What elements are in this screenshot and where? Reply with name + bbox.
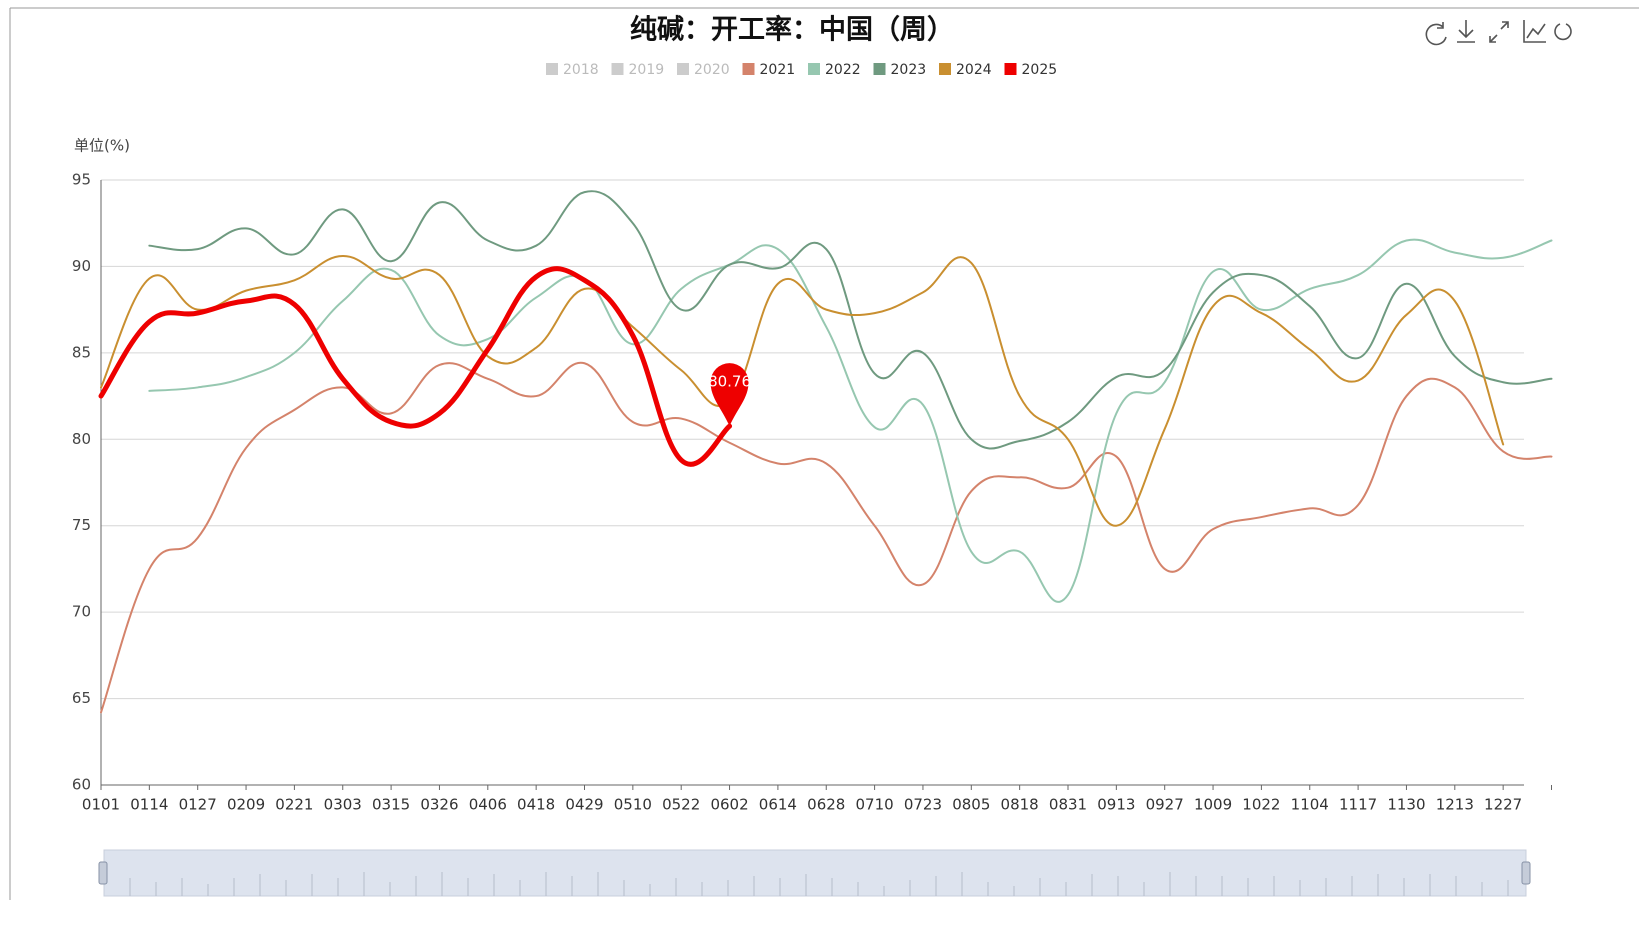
- y-axis-label: 单位(%): [74, 137, 130, 155]
- legend-swatch: [1004, 63, 1017, 75]
- series-line: [100, 361, 1553, 714]
- legend-label: 2023: [891, 62, 927, 78]
- x-tick-label: 0303: [324, 796, 362, 814]
- legend-swatch: [611, 63, 624, 75]
- zoom-track[interactable]: [103, 849, 1527, 897]
- legend-item[interactable]: 2024: [939, 62, 992, 78]
- legend-swatch: [742, 63, 755, 75]
- legend-swatch: [939, 63, 951, 75]
- x-tick-label: 1022: [1242, 796, 1280, 814]
- series-line: [148, 190, 1553, 450]
- legend-item[interactable]: 2025: [1004, 62, 1058, 78]
- x-tick-label: 0127: [179, 796, 217, 814]
- legend-label: 2018: [563, 62, 599, 78]
- refresh-icon[interactable]: [1425, 22, 1447, 46]
- y-tick-label: 60: [72, 776, 91, 794]
- x-tick-label: 0315: [372, 796, 410, 814]
- x-tick-label: 0209: [227, 796, 265, 814]
- legend-label: 2020: [694, 62, 730, 78]
- mark-pin: [710, 363, 749, 427]
- x-tick-label: 1227: [1484, 796, 1522, 814]
- legend-item[interactable]: 2021: [742, 62, 796, 78]
- series-line: [100, 255, 1505, 527]
- legend-item[interactable]: 2023: [873, 62, 927, 78]
- x-tick-label: 1130: [1387, 796, 1425, 814]
- line-icon[interactable]: [1523, 20, 1546, 43]
- y-tick-label: 85: [72, 343, 91, 361]
- x-tick-label: 0628: [807, 796, 845, 814]
- legend-label: 2022: [825, 62, 861, 78]
- x-tick-label: 1104: [1291, 796, 1329, 814]
- legend-swatch: [677, 63, 689, 75]
- x-tick-label: 0818: [1001, 796, 1039, 814]
- y-tick-label: 70: [72, 603, 91, 621]
- x-tick-label: 0510: [614, 796, 652, 814]
- legend-label: 2019: [629, 62, 665, 78]
- x-tick-label: 0221: [275, 796, 313, 814]
- legend-item[interactable]: 2019: [611, 62, 665, 78]
- download-icon[interactable]: [1457, 20, 1475, 43]
- x-tick-label: 1213: [1436, 796, 1474, 814]
- zoom-preview: [129, 872, 1509, 896]
- legend-item[interactable]: 2020: [677, 62, 730, 78]
- y-tick-label: 80: [72, 430, 91, 448]
- x-tick-label: 0429: [565, 796, 603, 814]
- y-tick-label: 75: [72, 516, 91, 534]
- legend-label: 2025: [1022, 62, 1058, 78]
- legend-item[interactable]: 2018: [546, 62, 599, 78]
- toolbox[interactable]: [1425, 20, 1572, 46]
- legend-swatch: [873, 63, 886, 75]
- x-tick-label: 0418: [517, 796, 555, 814]
- zoom-handle[interactable]: [98, 861, 108, 885]
- series-line: [148, 238, 1553, 603]
- x-tick-label: 0406: [469, 796, 507, 814]
- y-tick-label: 90: [72, 257, 91, 275]
- x-tick-label: 1009: [1194, 796, 1232, 814]
- legend-swatch: [546, 63, 558, 75]
- x-tick-label: 0326: [420, 796, 458, 814]
- legend-swatch: [808, 63, 820, 75]
- legend-label: 2021: [760, 62, 796, 78]
- series-line: [98, 266, 733, 467]
- x-tick-label: 0101: [82, 796, 120, 814]
- bar-icon[interactable]: [1554, 23, 1572, 41]
- x-tick-label: 0831: [1049, 796, 1087, 814]
- data-zoom[interactable]: [98, 849, 1531, 897]
- zoom-handle[interactable]: [1521, 861, 1531, 885]
- x-tick-label: 0927: [1146, 796, 1184, 814]
- x-tick-label: 0723: [904, 796, 942, 814]
- x-tick-label: 0114: [130, 796, 168, 814]
- y-tick-label: 95: [72, 171, 91, 189]
- legend-item[interactable]: 2022: [808, 62, 861, 78]
- x-tick-label: 0805: [952, 796, 990, 814]
- fullscreen-icon[interactable]: [1489, 21, 1509, 43]
- x-tick-label: 0522: [662, 796, 700, 814]
- x-tick-label: 1117: [1339, 796, 1377, 814]
- mark-label: 80.76: [708, 373, 751, 391]
- chart-title: 纯碱：开工率：中国（周）: [630, 14, 954, 46]
- x-tick-label: 0710: [856, 796, 894, 814]
- x-tick-label: 0913: [1097, 796, 1135, 814]
- x-tick-label: 0602: [710, 796, 748, 814]
- legend-label: 2024: [956, 62, 992, 78]
- x-tick-label: 0614: [759, 796, 797, 814]
- y-tick-label: 65: [72, 689, 91, 707]
